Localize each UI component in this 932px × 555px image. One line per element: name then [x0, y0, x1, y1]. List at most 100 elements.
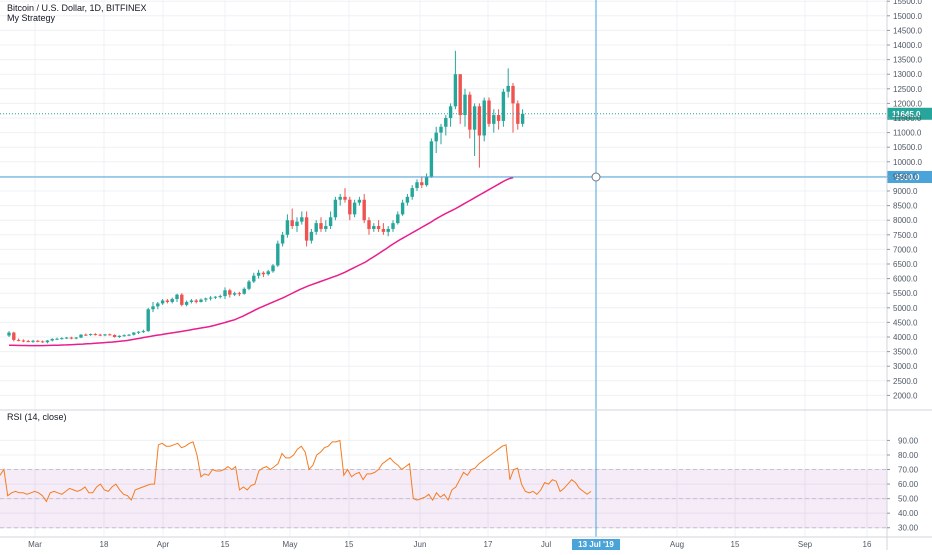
candle-body — [506, 85, 510, 92]
candle-body — [136, 331, 141, 333]
candle-body — [223, 290, 227, 297]
candle-body — [420, 182, 424, 186]
candle-body — [117, 335, 122, 337]
candle-body — [36, 340, 40, 342]
candle-body — [103, 334, 107, 336]
candle-body — [496, 115, 501, 121]
candle-body — [439, 126, 443, 133]
candle-body — [252, 275, 256, 282]
candle-body — [285, 220, 290, 235]
candle-body — [213, 296, 218, 298]
candle-body — [84, 334, 88, 336]
rsi-tick-label: 70.00 — [898, 466, 919, 475]
candle-body — [160, 300, 165, 304]
time-tick-label: May — [282, 540, 297, 549]
price-tick-label: 13500.0 — [893, 56, 922, 65]
crosshair-date-tag — [572, 539, 620, 550]
strategy-name[interactable]: My Strategy — [7, 13, 56, 23]
candle-body — [472, 106, 477, 130]
candle-body — [247, 281, 251, 289]
candle-body — [300, 217, 304, 222]
candle-body — [348, 199, 352, 215]
time-tick-label: Aug — [670, 540, 684, 549]
symbol-title[interactable]: Bitcoin / U.S. Dollar, 1D, BITFINEX — [7, 3, 147, 13]
candle-body — [386, 228, 390, 232]
time-tick-label: 16 — [863, 540, 872, 549]
candle-body — [232, 293, 237, 295]
candle-body — [338, 196, 342, 200]
candle-body — [362, 199, 366, 221]
candle-body — [204, 298, 208, 300]
price-tick-label: 10000.0 — [893, 158, 922, 167]
moving-average-series — [8, 176, 514, 347]
price-tick-label: 15000.0 — [893, 12, 922, 21]
candle-body — [79, 334, 83, 338]
last-price-label: 11645.0 — [892, 110, 921, 119]
candle-body — [367, 220, 371, 229]
time-tick-label: 15 — [731, 540, 740, 549]
price-tick-label: 9000.0 — [893, 187, 918, 196]
candle-body — [391, 223, 395, 229]
candle-body — [175, 294, 179, 300]
candlestick-series — [7, 50, 525, 344]
candle-body — [165, 300, 170, 302]
rsi-band — [0, 469, 887, 529]
rsi-tick-label: 40.00 — [898, 509, 919, 518]
candle-body — [458, 74, 462, 116]
candle-body — [112, 334, 117, 337]
price-tick-label: 14000.0 — [893, 41, 922, 50]
price-tick-label: 6000.0 — [893, 275, 918, 284]
candle-body — [400, 202, 405, 215]
candle-body — [468, 94, 472, 130]
candle-body — [74, 337, 78, 339]
time-tick-label: 15 — [345, 540, 354, 549]
candle-body — [314, 223, 318, 232]
candle-body — [396, 214, 400, 224]
price-tick-label: 10500.0 — [893, 143, 922, 152]
candle-body — [64, 337, 69, 339]
price-tick-label: 3500.0 — [893, 348, 918, 357]
time-tick-label: 15 — [221, 540, 230, 549]
time-tick-label: Apr — [157, 540, 170, 549]
candle-body — [151, 306, 155, 310]
price-tick-label: 5000.0 — [893, 304, 918, 313]
candle-body — [304, 217, 309, 241]
candle-body — [520, 113, 525, 124]
time-tick-label: Jun — [414, 540, 427, 549]
candle-body — [127, 334, 131, 336]
price-tick-label: 7500.0 — [893, 231, 918, 240]
candle-body — [7, 332, 11, 336]
candle-body — [156, 303, 160, 307]
candle-body — [324, 226, 328, 229]
candle-body — [261, 272, 266, 275]
candle-body — [448, 106, 453, 118]
candle-body — [429, 141, 434, 177]
candle-body — [199, 299, 203, 302]
price-tick-label: 12500.0 — [893, 85, 922, 94]
candle-body — [208, 297, 213, 299]
price-tick-label: 13000.0 — [893, 70, 922, 79]
candle-body — [434, 132, 438, 142]
price-tick-label: 8500.0 — [893, 202, 918, 211]
candle-body — [492, 115, 496, 124]
candle-body — [376, 226, 381, 229]
rsi-line — [0, 439, 592, 503]
candle-body — [146, 309, 150, 332]
rsi-indicator-title[interactable]: RSI (14, close) — [7, 412, 67, 422]
candle-body — [55, 338, 59, 340]
rsi-tick-label: 80.00 — [898, 451, 919, 460]
candle-body — [453, 74, 458, 107]
price-tick-label: 3000.0 — [893, 362, 918, 371]
candle-body — [516, 103, 520, 124]
candle-body — [45, 340, 50, 343]
price-tick-label: 2500.0 — [893, 377, 918, 386]
price-tick-label: 9500.0 — [893, 172, 918, 181]
price-tick-label: 4000.0 — [893, 333, 918, 342]
candle-body — [477, 106, 482, 136]
candle-body — [415, 182, 419, 189]
candle-body — [93, 334, 98, 336]
candle-body — [242, 288, 246, 294]
price-tick-label: 6500.0 — [893, 260, 918, 269]
grid — [0, 0, 887, 537]
